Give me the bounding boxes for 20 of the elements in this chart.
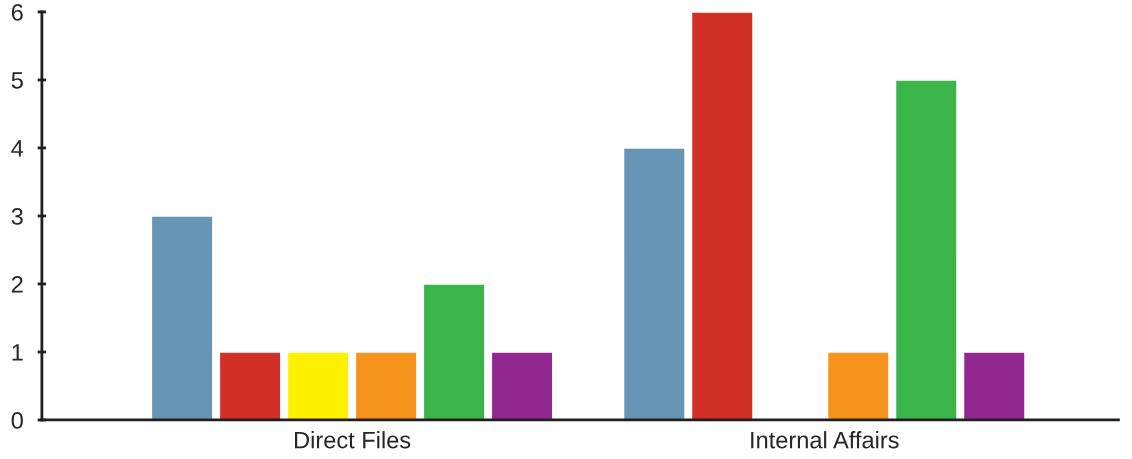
y-tick-label: 5 (11, 72, 23, 89)
y-tick-label: 1 (12, 344, 23, 361)
y-tick-label: 0 (11, 412, 23, 429)
bar (490, 351, 554, 420)
x-tick-label: Internal Affairs (751, 431, 899, 449)
y-tick-label: 6 (11, 4, 23, 21)
bar (622, 147, 686, 420)
bar (150, 215, 214, 420)
bar (354, 351, 418, 420)
bar (962, 351, 1026, 420)
x-tick-label: Direct Files (295, 431, 411, 449)
bar (894, 79, 958, 420)
y-tick-label: 2 (11, 276, 23, 293)
bar (286, 351, 350, 420)
y-tick-label: 3 (11, 208, 23, 225)
bar (826, 351, 890, 420)
bar (218, 351, 282, 420)
bar (422, 283, 486, 420)
y-tick-label: 4 (11, 140, 24, 157)
bar (690, 11, 754, 420)
